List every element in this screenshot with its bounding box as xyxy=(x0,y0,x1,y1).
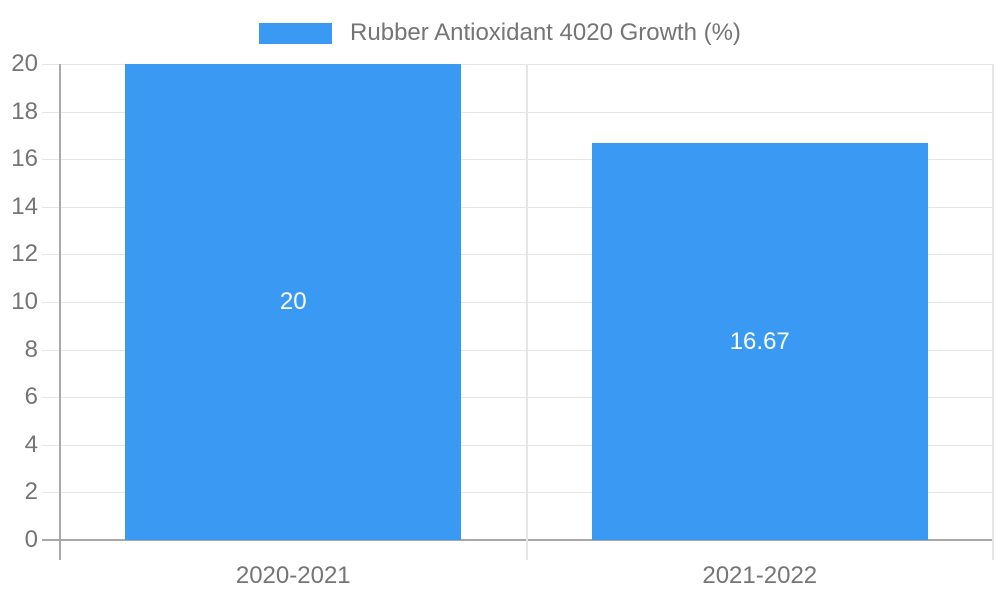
legend-swatch-icon xyxy=(259,22,333,44)
x-axis-category-label: 2020-2021 xyxy=(235,562,351,589)
bar-2020-2021[interactable] xyxy=(125,64,462,540)
y-axis-tick-label: 8 xyxy=(24,335,38,363)
horizontal-gridline xyxy=(42,302,993,303)
horizontal-gridline xyxy=(42,492,993,493)
y-axis-tick-label: 10 xyxy=(11,288,38,315)
y-axis-tick-label: 0 xyxy=(24,526,38,553)
horizontal-gridline xyxy=(42,159,993,160)
y-axis-tick-label: 18 xyxy=(11,97,38,125)
x-axis-category-label: 2021-2022 xyxy=(702,562,818,589)
horizontal-gridline xyxy=(42,397,993,398)
legend-label: Rubber Antioxidant 4020 Growth (%) xyxy=(350,19,741,46)
horizontal-gridline xyxy=(42,350,993,351)
y-axis-tick-label: 14 xyxy=(11,192,38,220)
y-axis-tick-label: 16 xyxy=(11,145,38,173)
legend[interactable]: Rubber Antioxidant 4020 Growth (%) xyxy=(0,14,1000,52)
vertical-gridline xyxy=(525,64,528,560)
y-axis-tick-label: 12 xyxy=(11,240,38,268)
vertical-gridline xyxy=(992,64,994,560)
horizontal-gridline xyxy=(42,207,993,208)
x-axis-baseline xyxy=(42,539,993,541)
y-axis-tick-label: 4 xyxy=(24,430,38,458)
horizontal-gridline xyxy=(42,254,993,255)
horizontal-gridline xyxy=(42,445,993,446)
horizontal-gridline xyxy=(42,64,993,65)
y-axis-tick-label: 20 xyxy=(11,50,38,77)
y-axis-tick-label: 2 xyxy=(24,478,38,506)
y-axis-tick-label: 6 xyxy=(24,383,38,411)
bar-2021-2022[interactable] xyxy=(591,143,928,540)
y-axis-line xyxy=(59,64,61,560)
horizontal-gridline xyxy=(42,112,993,113)
